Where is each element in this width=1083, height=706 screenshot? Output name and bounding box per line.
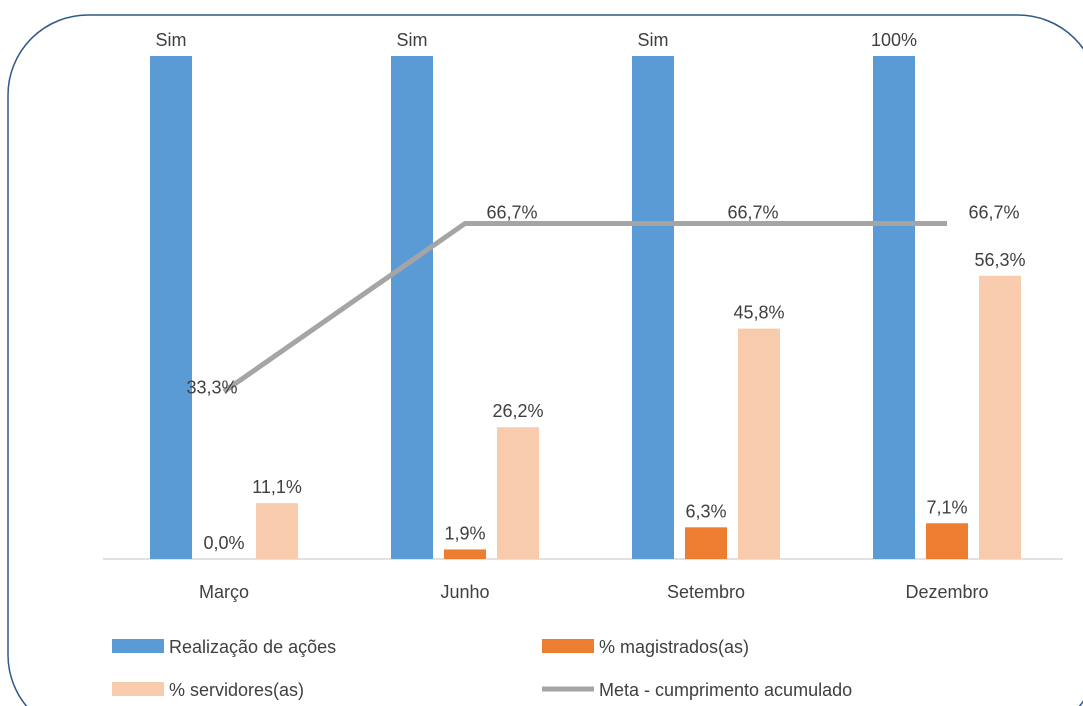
data-label-2-1: 26,2% (492, 401, 543, 421)
data-label-2-3: 56,3% (974, 250, 1025, 270)
category-label-0: Março (199, 582, 249, 602)
line-label-3-1: 66,7% (486, 202, 537, 222)
data-labels-layer: Sim Sim Sim 100% 0,0% 1,9% 6,3% 7,1% 11,1% 26,2% 4… (156, 30, 1026, 553)
data-label-2-0: 11,1% (252, 477, 302, 497)
category-axis-labels: Março Junho Setembro Dezembro (199, 582, 989, 602)
data-label-1-3: 7,1% (926, 497, 967, 517)
line-series-3 (222, 220, 947, 394)
legend: Realização de ações % magistrados(as) % se… (112, 637, 852, 700)
bar-1-3 (926, 523, 968, 559)
bar-0-0 (150, 56, 192, 559)
legend-label-3: Meta - cumprimento acumulado (599, 680, 852, 700)
bar-2-0 (256, 503, 298, 559)
bar-2-1 (497, 427, 539, 559)
line-label-3-0: 33,3% (186, 378, 237, 398)
category-label-1: Junho (440, 582, 489, 602)
line-label-3-2: 66,7% (727, 202, 778, 222)
bar-0-1 (391, 56, 433, 559)
data-label-0-0: Sim (156, 30, 187, 50)
data-label-2-2: 45,8% (733, 303, 784, 323)
data-label-0-3: 100% (871, 30, 917, 50)
legend-swatch-2 (112, 682, 164, 696)
data-label-1-2: 6,3% (685, 501, 726, 521)
line-label-3-3: 66,7% (968, 202, 1019, 222)
category-label-2: Setembro (667, 582, 745, 602)
data-label-1-1: 1,9% (444, 523, 485, 543)
data-label-0-2: Sim (638, 30, 669, 50)
data-label-0-1: Sim (397, 30, 428, 50)
data-label-1-0: 0,0% (203, 533, 244, 553)
legend-label-0: Realização de ações (169, 637, 336, 657)
bar-2-3 (979, 275, 1021, 559)
bar-0-2 (632, 56, 674, 559)
bar-0-3 (873, 56, 915, 559)
bars-layer (150, 56, 1021, 559)
bar-2-2 (738, 328, 780, 559)
legend-swatch-0 (112, 639, 164, 653)
bar-1-1 (444, 549, 486, 559)
legend-label-1: % magistrados(as) (599, 637, 749, 657)
legend-label-2: % servidores(as) (169, 680, 304, 700)
line-layer (222, 220, 948, 394)
category-label-3: Dezembro (905, 582, 988, 602)
bar-1-2 (685, 527, 727, 559)
legend-swatch-1 (542, 639, 594, 653)
